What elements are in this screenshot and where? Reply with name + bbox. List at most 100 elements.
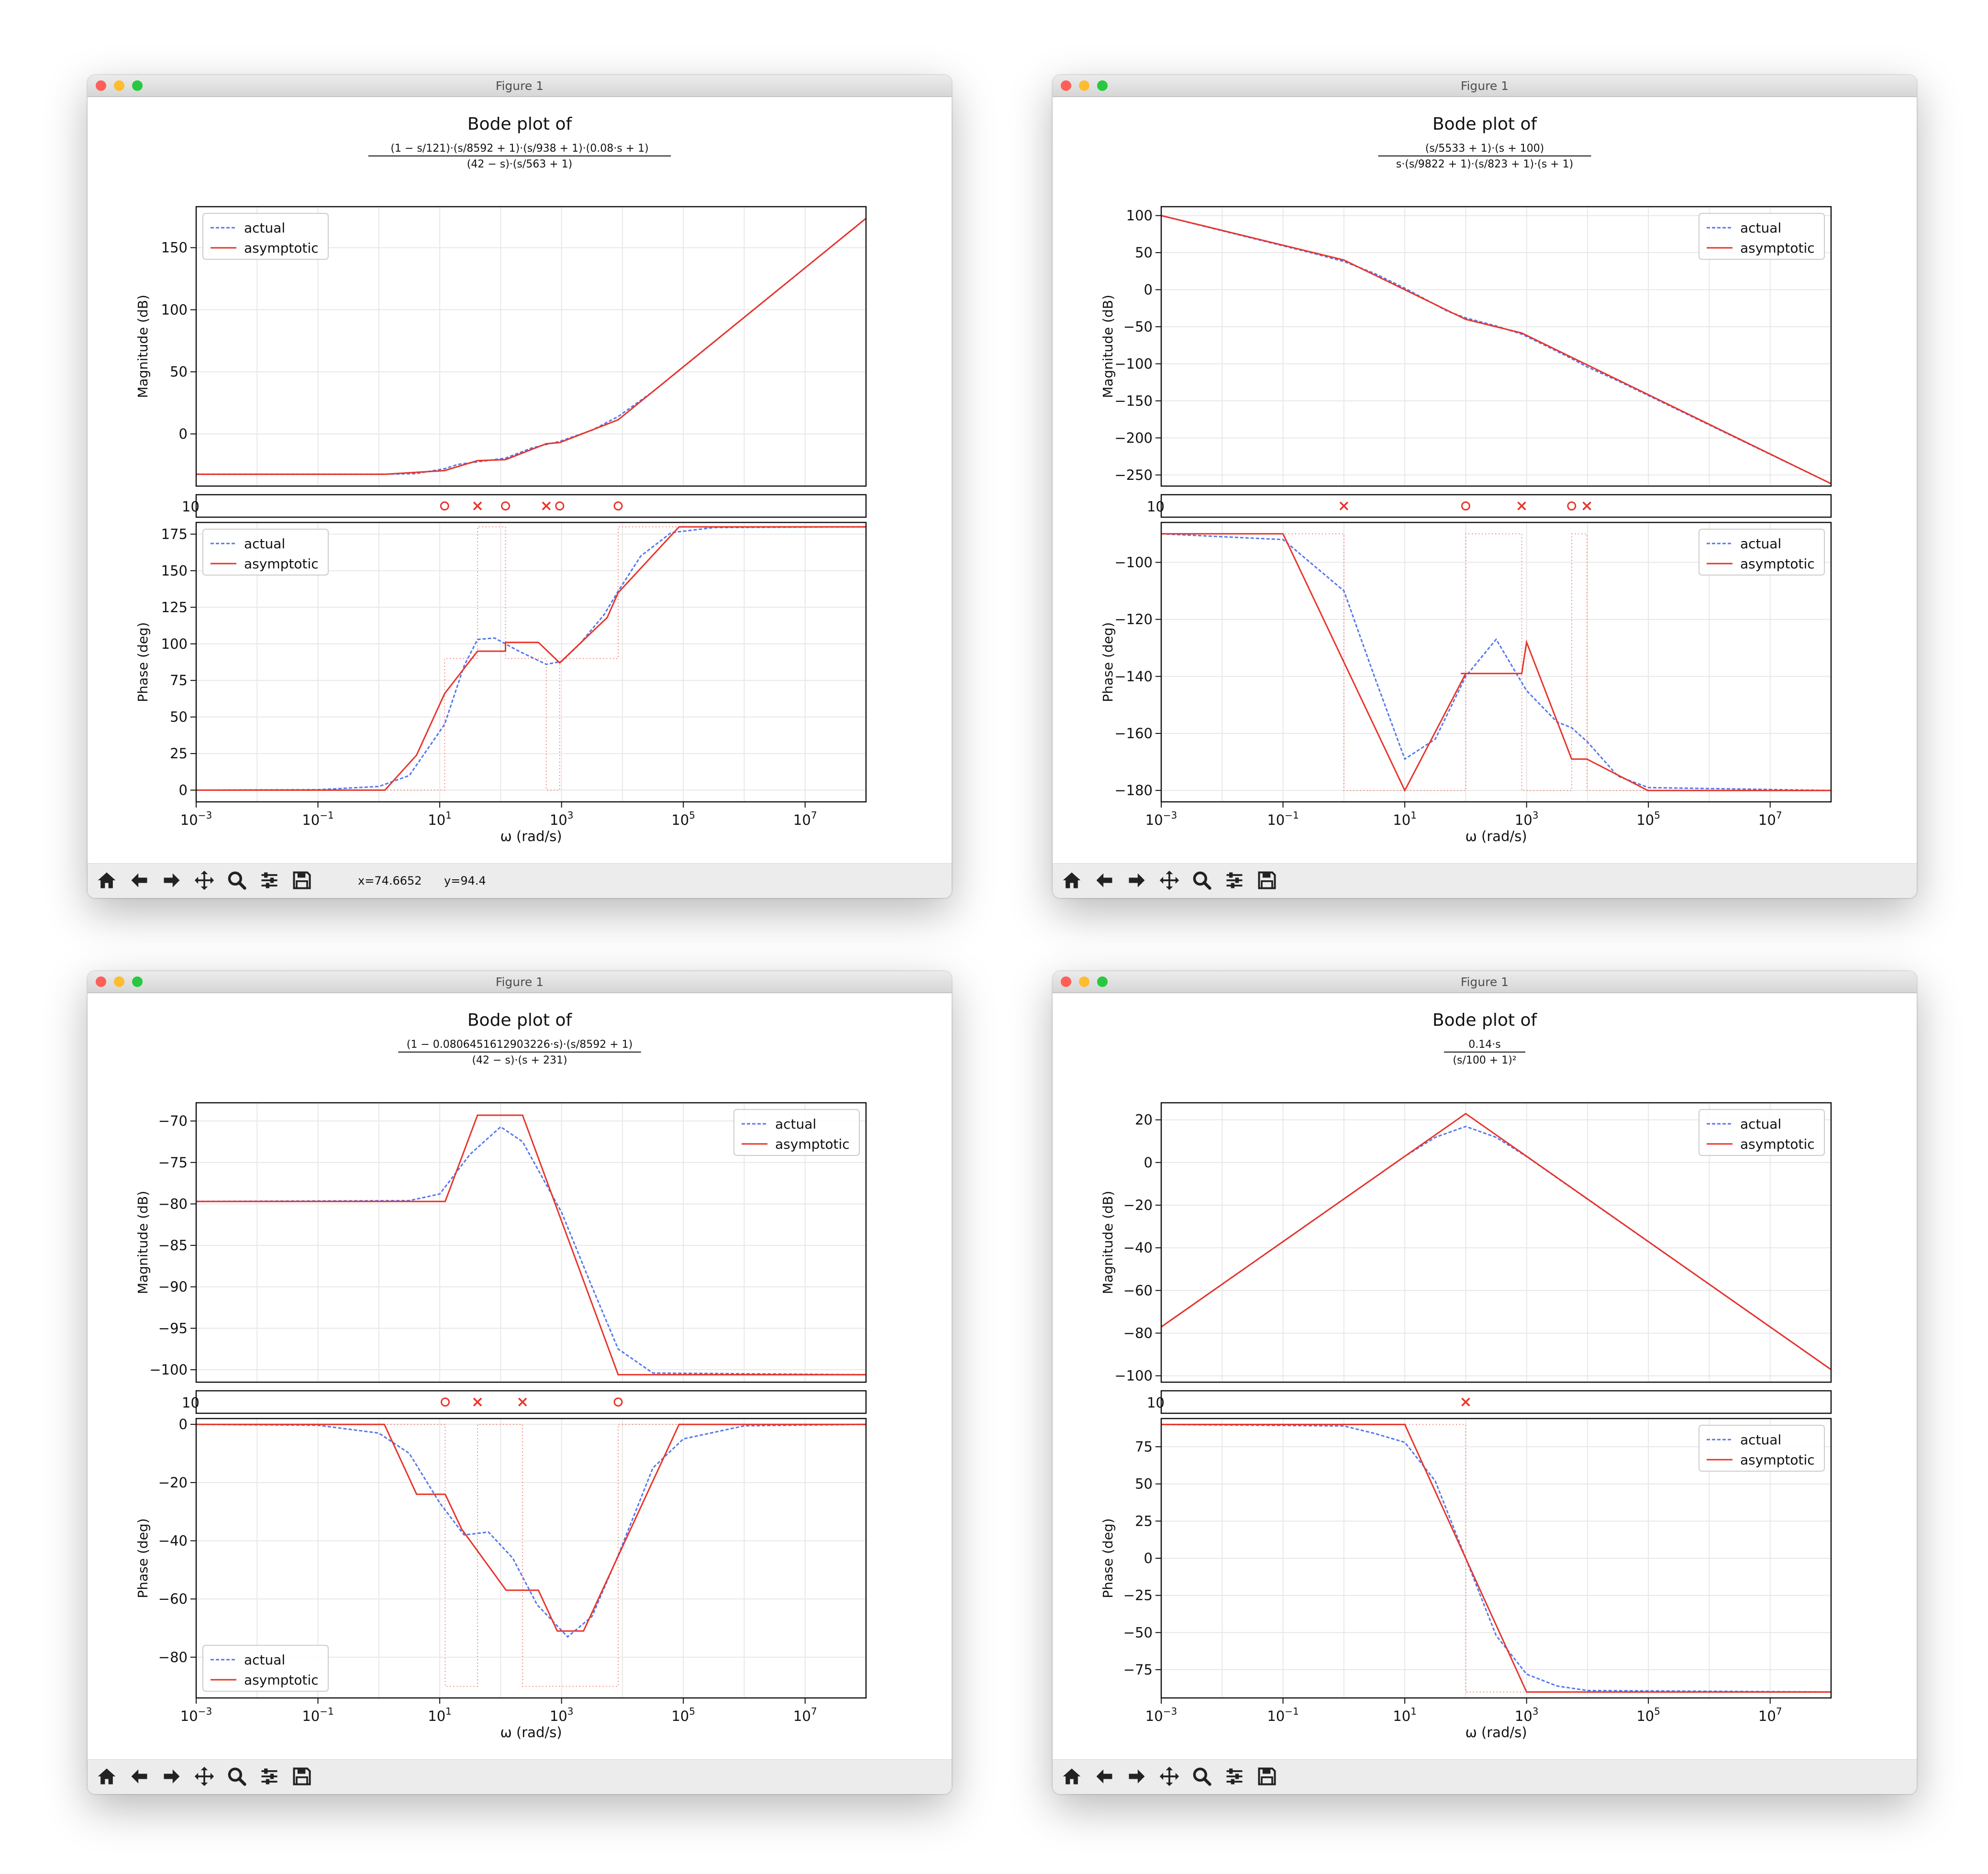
pole-marker <box>1517 501 1526 510</box>
window-titlebar[interactable]: Figure 1 <box>88 971 952 993</box>
legend-entry-label: actual <box>1740 220 1781 236</box>
strip-label: 10 <box>1147 499 1165 515</box>
pole-marker <box>1461 1397 1470 1407</box>
actual-line <box>1161 215 1831 485</box>
y-tick-label: −20 <box>1123 1197 1153 1213</box>
minimize-button[interactable] <box>114 80 124 91</box>
x-tick-label: 101 <box>428 1706 452 1724</box>
x-tick-label: 107 <box>793 809 817 828</box>
zoom-button[interactable] <box>132 80 143 91</box>
zoom-button[interactable] <box>222 1763 251 1790</box>
home-button[interactable] <box>92 866 121 894</box>
home-button[interactable] <box>1057 1763 1086 1790</box>
y-tick-label: −160 <box>1114 725 1153 742</box>
figure-window: Figure 1 Bode plot of (1 − s/121)·(s/8592 … <box>88 75 952 898</box>
close-button[interactable] <box>96 976 106 987</box>
y-tick-label: −200 <box>1114 430 1153 446</box>
window-titlebar[interactable]: Figure 1 <box>88 75 952 97</box>
y-tick-label: −95 <box>158 1320 188 1336</box>
actual-line <box>196 1423 866 1638</box>
y-tick-label: −180 <box>1114 782 1153 798</box>
close-button[interactable] <box>96 80 106 91</box>
y-tick-label: 75 <box>170 672 188 688</box>
tf-numerator: (s/5533 + 1)·(s + 100) <box>1425 143 1544 155</box>
close-button[interactable] <box>1061 976 1071 987</box>
y-tick-label: 0 <box>1144 1550 1153 1566</box>
pan-button[interactable] <box>190 866 219 894</box>
save-button[interactable] <box>1253 866 1281 894</box>
bode-figure: Bode plot of (1 − s/121)·(s/8592 + 1)·(s/… <box>135 114 867 844</box>
pan-button[interactable] <box>1155 1763 1184 1790</box>
zoom-button[interactable] <box>222 866 251 894</box>
minimize-button[interactable] <box>1079 80 1089 91</box>
home-button[interactable] <box>92 1763 121 1790</box>
pole-zero-strip: 10 <box>1147 494 1832 518</box>
zoom-button[interactable] <box>1188 1763 1216 1790</box>
configure-button[interactable] <box>255 866 284 894</box>
title-text: Bode plot of <box>467 1010 573 1030</box>
minimize-button[interactable] <box>1079 976 1089 987</box>
asymptotic-line <box>196 1423 866 1632</box>
y-tick-label: 50 <box>1135 244 1153 261</box>
zoom-button[interactable] <box>132 976 143 987</box>
x-tick-label: 10−3 <box>1145 1706 1177 1724</box>
forward-arrow-button[interactable] <box>1122 1763 1151 1790</box>
pan-button[interactable] <box>1155 866 1184 894</box>
phase-step-line <box>196 1424 866 1687</box>
x-tick-label: 10−1 <box>302 809 333 828</box>
save-button[interactable] <box>288 1763 316 1790</box>
zero-marker <box>555 501 565 510</box>
configure-button[interactable] <box>1220 866 1249 894</box>
y-tick-label: −50 <box>1123 319 1153 335</box>
y-axis-label: Phase (deg) <box>135 622 151 702</box>
y-tick-label: 20 <box>1135 1112 1153 1128</box>
save-button[interactable] <box>1253 1763 1281 1790</box>
y-tick-label: 150 <box>161 240 188 256</box>
configure-button[interactable] <box>1220 1763 1249 1790</box>
strip-label: 10 <box>182 499 200 515</box>
home-button[interactable] <box>1057 866 1086 894</box>
configure-button[interactable] <box>255 1763 284 1790</box>
y-tick-label: −150 <box>1114 393 1153 409</box>
x-axis-label: ω (rad/s) <box>500 828 562 844</box>
forward-arrow-button[interactable] <box>1122 866 1151 894</box>
asymptotic-line <box>196 526 866 791</box>
zoom-button[interactable] <box>1097 976 1108 987</box>
zoom-button[interactable] <box>1097 80 1108 91</box>
pole-marker <box>542 501 551 510</box>
window-title: Figure 1 <box>495 79 544 93</box>
navigation-toolbar <box>1053 1759 1917 1794</box>
forward-arrow-button[interactable] <box>157 1763 186 1790</box>
y-tick-label: 50 <box>170 364 188 380</box>
window-title: Figure 1 <box>1460 79 1509 93</box>
forward-arrow-button[interactable] <box>157 866 186 894</box>
window-titlebar[interactable]: Figure 1 <box>1053 75 1917 97</box>
back-arrow-button[interactable] <box>1090 1763 1119 1790</box>
window-titlebar[interactable]: Figure 1 <box>1053 971 1917 993</box>
pole-zero-strip: 10 <box>182 494 867 518</box>
y-tick-label: −50 <box>1123 1624 1153 1641</box>
back-arrow-button[interactable] <box>1090 866 1119 894</box>
legend-entry-label: actual <box>244 220 285 236</box>
back-arrow-button[interactable] <box>125 866 154 894</box>
back-arrow-button[interactable] <box>125 1763 154 1790</box>
x-tick-label: 107 <box>1758 809 1782 828</box>
x-tick-label: 105 <box>671 1706 695 1724</box>
tf-denominator: (42 − s)·(s + 231) <box>472 1054 567 1066</box>
actual-line <box>196 218 866 475</box>
legend: actual asymptotic <box>1699 1425 1825 1472</box>
zoom-button[interactable] <box>1188 866 1216 894</box>
phase-axes: −100 −120 −140 −160 −180 Phase (deg) 10−3 10−1 1… <box>1100 521 1832 828</box>
asymptotic-line <box>1161 1423 1831 1693</box>
save-button[interactable] <box>288 866 316 894</box>
magnitude-axes: 100 50 0 −50 −100 −150 −200 −250 Magnitude (dB) a… <box>1100 206 1832 487</box>
close-button[interactable] <box>1061 80 1071 91</box>
x-tick-label: 101 <box>428 809 452 828</box>
pan-button[interactable] <box>190 1763 219 1790</box>
zero-marker <box>613 501 623 510</box>
y-axis-label: Magnitude (dB) <box>1100 1191 1116 1294</box>
title-text: Bode plot of <box>1433 114 1538 134</box>
y-tick-label: −90 <box>158 1279 188 1295</box>
minimize-button[interactable] <box>114 976 124 987</box>
x-tick-label: 103 <box>550 1706 574 1724</box>
